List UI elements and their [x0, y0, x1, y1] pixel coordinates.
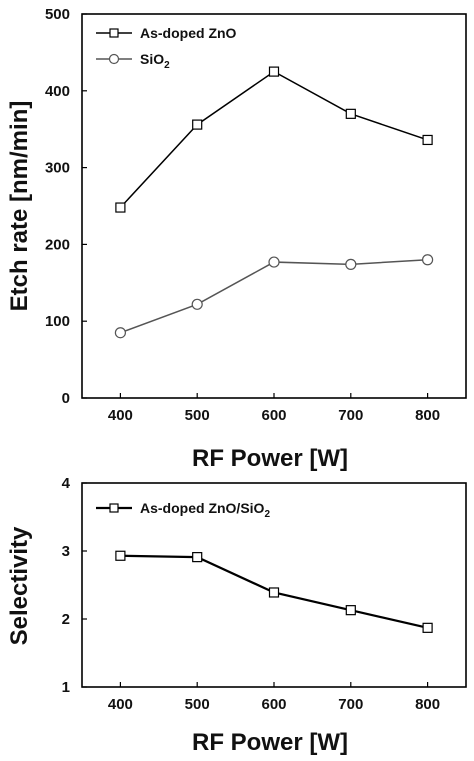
etch-rate-chart: 400 500 600 700 800 0 100 200 300 400 500 As-dope…: [6, 6, 467, 472]
selectivity-series-0-point: [268, 587, 280, 598]
selectivity-series-0-point: [115, 550, 126, 561]
etch-rate-series-0-point: [192, 119, 203, 130]
x-tick-label: 800: [415, 696, 440, 713]
selectivity-x-ticks: 400 500 600 700 800: [108, 682, 440, 713]
legend-square-marker: [109, 503, 119, 513]
selectivity-series-0-point: [345, 605, 356, 616]
y-tick-label: 400: [45, 83, 70, 100]
etch-rate-series-0-point: [115, 202, 126, 213]
x-tick-label: 400: [108, 696, 133, 713]
x-tick-label: 600: [261, 407, 286, 424]
etch-rate-series-1-point: [114, 327, 127, 339]
selectivity-chart: 400 500 600 700 800 1 2 3 4 As-doped ZnO/SiO2 R…: [6, 475, 467, 756]
x-tick-label: 500: [185, 407, 210, 424]
y-tick-label: 300: [45, 160, 70, 177]
etch-rate-x-axis-label: RF Power [W]: [192, 445, 348, 472]
x-tick-label: 800: [415, 407, 440, 424]
y-tick-label: 500: [45, 6, 70, 23]
y-tick-label: 2: [62, 611, 70, 628]
legend-label-selectivity: As-doped ZnO/SiO2: [140, 500, 270, 520]
etch-rate-x-ticks: 400 500 600 700 800: [108, 393, 440, 424]
x-tick-label: 600: [261, 696, 286, 713]
y-tick-label: 1: [62, 679, 70, 696]
etch-rate-series-lines: [119, 70, 428, 334]
x-tick-label: 700: [338, 696, 363, 713]
y-tick-label: 4: [62, 475, 71, 492]
x-tick-label: 500: [185, 696, 210, 713]
etch-rate-series-1-point: [422, 254, 434, 266]
etch-rate-series-0-point: [268, 66, 280, 77]
y-tick-label: 0: [62, 390, 70, 407]
x-tick-label: 400: [108, 407, 133, 424]
selectivity-series-markers: [115, 550, 433, 633]
selectivity-y-axis-label: Selectivity: [6, 526, 33, 645]
legend-label-sio2: SiO2: [140, 51, 170, 71]
etch-rate-legend: As-doped ZnO SiO2: [96, 25, 237, 71]
y-tick-label: 100: [45, 313, 70, 330]
x-tick-label: 700: [338, 407, 363, 424]
etch-rate-series-1-line: [120, 259, 428, 334]
legend-label-as-doped-zno: As-doped ZnO: [140, 25, 237, 41]
y-tick-label: 3: [62, 543, 70, 560]
legend-square-marker: [109, 28, 119, 38]
legend-circle-marker: [108, 53, 120, 65]
y-tick-label: 200: [45, 236, 70, 253]
etch-rate-series-1-point: [268, 256, 280, 268]
etch-rate-series-markers: [114, 66, 434, 339]
etch-rate-series-1-point: [191, 298, 203, 310]
selectivity-series-0-point: [422, 622, 433, 633]
etch-rate-series-1-point: [345, 258, 357, 270]
selectivity-x-axis-label: RF Power [W]: [192, 729, 348, 756]
etch-rate-series-0-point: [422, 134, 433, 146]
selectivity-y-ticks: 1 2 3 4: [62, 475, 87, 696]
etch-rate-y-axis-label: Etch rate [nm/min]: [6, 101, 33, 312]
selectivity-series-0-point: [192, 552, 203, 563]
selectivity-legend: As-doped ZnO/SiO2: [96, 500, 270, 520]
etch-rate-y-ticks: 0 100 200 300 400 500: [45, 6, 87, 407]
etch-rate-series-0-line: [119, 70, 428, 209]
etch-rate-series-0-point: [345, 108, 356, 119]
